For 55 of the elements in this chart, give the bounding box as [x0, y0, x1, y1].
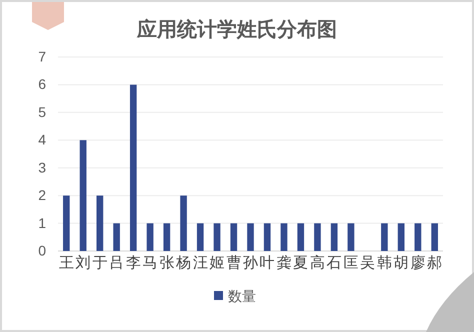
bar: [146, 223, 154, 251]
bar: [180, 196, 187, 251]
x-tick-label: 吴: [360, 254, 376, 272]
x-tick-label: 胡: [394, 254, 409, 272]
bar: [314, 223, 321, 251]
x-tick-label: 于: [92, 254, 108, 272]
bar: [130, 84, 137, 251]
bar: [297, 223, 304, 251]
x-tick-label: 杨: [175, 254, 192, 272]
x-tick-label: 张: [159, 254, 174, 272]
bar: [63, 196, 70, 251]
x-tick-label: 叶: [260, 254, 275, 272]
bar: [398, 223, 404, 251]
bar: [230, 223, 238, 251]
bar: [163, 223, 170, 251]
x-tick-label: 曹: [226, 254, 242, 272]
x-tick-label: 石: [326, 254, 342, 272]
bar: [381, 223, 388, 251]
bar: [113, 223, 120, 251]
x-tick-label: 匡: [343, 254, 358, 272]
bar: [80, 140, 86, 251]
legend-label: 数量: [228, 288, 256, 305]
bar: [348, 223, 354, 251]
x-tick-label: 汪: [192, 254, 208, 272]
x-tick-label: 李: [126, 254, 141, 272]
chart-title: 应用统计学姓氏分布图: [136, 17, 337, 41]
bar: [96, 196, 104, 251]
y-tick-label: 5: [38, 104, 46, 120]
bar: [414, 223, 422, 251]
bar: [330, 223, 338, 251]
bar: [247, 223, 254, 251]
bar: [196, 223, 204, 251]
bar: [214, 223, 220, 251]
x-tick-label: 郝: [427, 254, 442, 272]
x-tick-label: 高: [310, 254, 325, 272]
bar: [280, 223, 288, 251]
y-tick-label: 6: [38, 76, 46, 92]
x-tick-label: 王: [58, 254, 74, 272]
y-tick-label: 1: [38, 214, 46, 231]
x-tick-label: 马: [142, 254, 158, 272]
y-tick-label: 4: [38, 132, 46, 148]
x-tick-label: 夏: [293, 254, 308, 272]
y-tick-label: 7: [38, 48, 46, 64]
x-tick-label: 韩: [376, 254, 392, 272]
y-tick-label: 0: [38, 242, 46, 258]
x-tick-label: 龚: [276, 254, 292, 272]
x-tick-label: 姬: [210, 254, 225, 272]
y-tick-label: 3: [38, 159, 46, 176]
x-tick-label: 刘: [76, 254, 91, 272]
bar: [264, 223, 271, 251]
x-tick-label: 孙: [243, 254, 258, 272]
x-tick-label: 廖: [410, 254, 426, 272]
bar: [431, 223, 438, 251]
x-tick-label: 吕: [109, 254, 124, 272]
y-tick-label: 2: [38, 187, 46, 204]
